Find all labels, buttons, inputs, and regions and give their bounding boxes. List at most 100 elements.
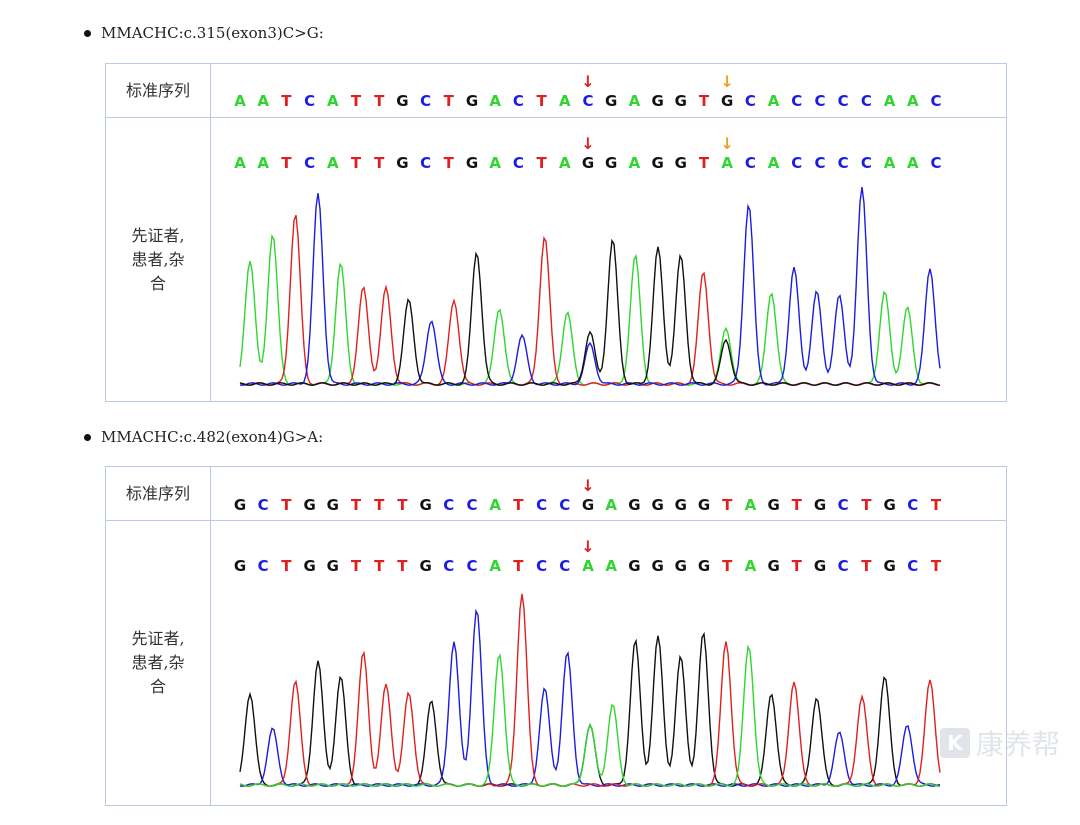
base-letter: C: [420, 154, 432, 172]
mutation-arrow-icon: ↓: [581, 134, 595, 153]
reference-row: 标准序列 G C T G G T T T G C C A T C C G A G G G G T A G T G C T G C T ↓: [106, 467, 1006, 521]
base-letter: G: [628, 557, 641, 575]
base-letter: G: [628, 496, 641, 514]
bullet-icon: [84, 433, 91, 441]
base-letter: G: [651, 154, 664, 172]
base-letter: G: [674, 557, 687, 575]
base-letter: C: [930, 92, 942, 110]
base-letter: A: [721, 154, 733, 172]
base-letter: C: [512, 92, 524, 110]
mutation-arrow-icon: ↓: [581, 72, 595, 91]
base-letter: A: [326, 154, 339, 172]
base-letter: C: [907, 496, 919, 514]
base-letter: A: [767, 92, 780, 110]
base-letter: G: [651, 557, 664, 575]
base-letter: C: [420, 92, 432, 110]
base-letter: C: [860, 154, 872, 172]
base-letter: C: [466, 557, 478, 575]
watermark-text: 康养帮: [975, 728, 1060, 761]
base-letter: A: [257, 92, 269, 110]
base-letter: G: [303, 557, 316, 575]
base-letter: C: [257, 557, 269, 575]
patient-label: 先证者, 患者,杂 合: [106, 521, 211, 805]
base-letter: T: [443, 92, 454, 110]
base-letter: T: [374, 496, 385, 514]
base-letter: T: [722, 496, 733, 514]
base-letter: A: [489, 154, 501, 172]
base-letter: A: [234, 92, 246, 110]
base-letter: T: [350, 496, 362, 514]
base-letter: C: [304, 154, 316, 172]
base-letter: G: [303, 496, 316, 514]
base-letter: A: [906, 154, 919, 172]
base-letter: G: [326, 496, 339, 514]
mutation-arrow-icon: ↓: [581, 476, 595, 495]
base-letter: C: [791, 154, 803, 172]
base-letter: A: [558, 154, 571, 172]
base-letter: C: [582, 92, 594, 110]
base-letter: G: [767, 496, 780, 514]
base-letter: C: [257, 496, 269, 514]
base-letter: A: [767, 154, 780, 172]
base-letter: T: [791, 557, 802, 575]
base-letter: G: [396, 154, 409, 172]
base-letter: A: [605, 557, 617, 575]
base-letter: G: [767, 557, 780, 575]
base-letter: C: [930, 154, 942, 172]
base-letter: A: [582, 557, 594, 575]
base-letter: G: [605, 92, 618, 110]
bullet-icon: [84, 29, 91, 37]
trace-line-C: [239, 608, 941, 787]
base-letter: A: [234, 154, 246, 172]
reference-label: 标准序列: [106, 64, 211, 117]
base-letter: T: [861, 557, 872, 575]
trace-line-G: [239, 631, 941, 787]
base-letter: A: [628, 154, 641, 172]
base-letter: C: [837, 154, 849, 172]
base-letter: G: [581, 496, 595, 514]
base-letter: G: [721, 92, 734, 110]
base-letter: C: [443, 557, 455, 575]
base-letter: G: [674, 92, 687, 110]
base-letter: T: [374, 557, 385, 575]
base-letter: C: [814, 92, 826, 110]
base-letter: G: [233, 496, 247, 514]
trace-line-C: [239, 187, 941, 386]
base-letter: T: [350, 92, 362, 110]
base-letter: G: [813, 496, 827, 514]
chromatogram-trace: [239, 593, 941, 787]
mutation-arrow-icon: ↓: [720, 134, 734, 153]
base-letter: G: [883, 496, 896, 514]
base-letter: G: [883, 557, 896, 575]
base-letter: T: [722, 557, 733, 575]
trace-line-A: [239, 234, 941, 386]
base-letter: G: [674, 154, 687, 172]
base-letter: C: [559, 557, 571, 575]
chromatogram-trace: [239, 187, 941, 386]
base-letter: C: [744, 154, 756, 172]
base-letter: T: [350, 154, 362, 172]
base-letter: A: [883, 154, 896, 172]
base-letter: G: [605, 154, 618, 172]
base-letter: G: [813, 557, 827, 575]
base-letter: G: [651, 92, 664, 110]
base-letter: T: [513, 557, 524, 575]
base-letter: C: [536, 557, 548, 575]
base-letter: C: [744, 92, 756, 110]
base-letter: T: [281, 557, 292, 575]
base-letter: T: [698, 92, 710, 110]
variant-title-text: MMACHC:c.315(exon3)C>G:: [101, 24, 324, 42]
base-letter: T: [443, 154, 454, 172]
base-letter: A: [489, 496, 501, 514]
base-letter: T: [397, 557, 408, 575]
trace-line-T: [239, 593, 941, 787]
base-letter: T: [374, 154, 385, 172]
base-letter: C: [304, 92, 316, 110]
base-letter: A: [558, 92, 571, 110]
mutation-arrow-icon: ↓: [720, 72, 734, 91]
base-letter: G: [697, 557, 711, 575]
variant-title-1: MMACHC:c.315(exon3)C>G:: [84, 24, 324, 42]
base-letter: A: [906, 92, 919, 110]
